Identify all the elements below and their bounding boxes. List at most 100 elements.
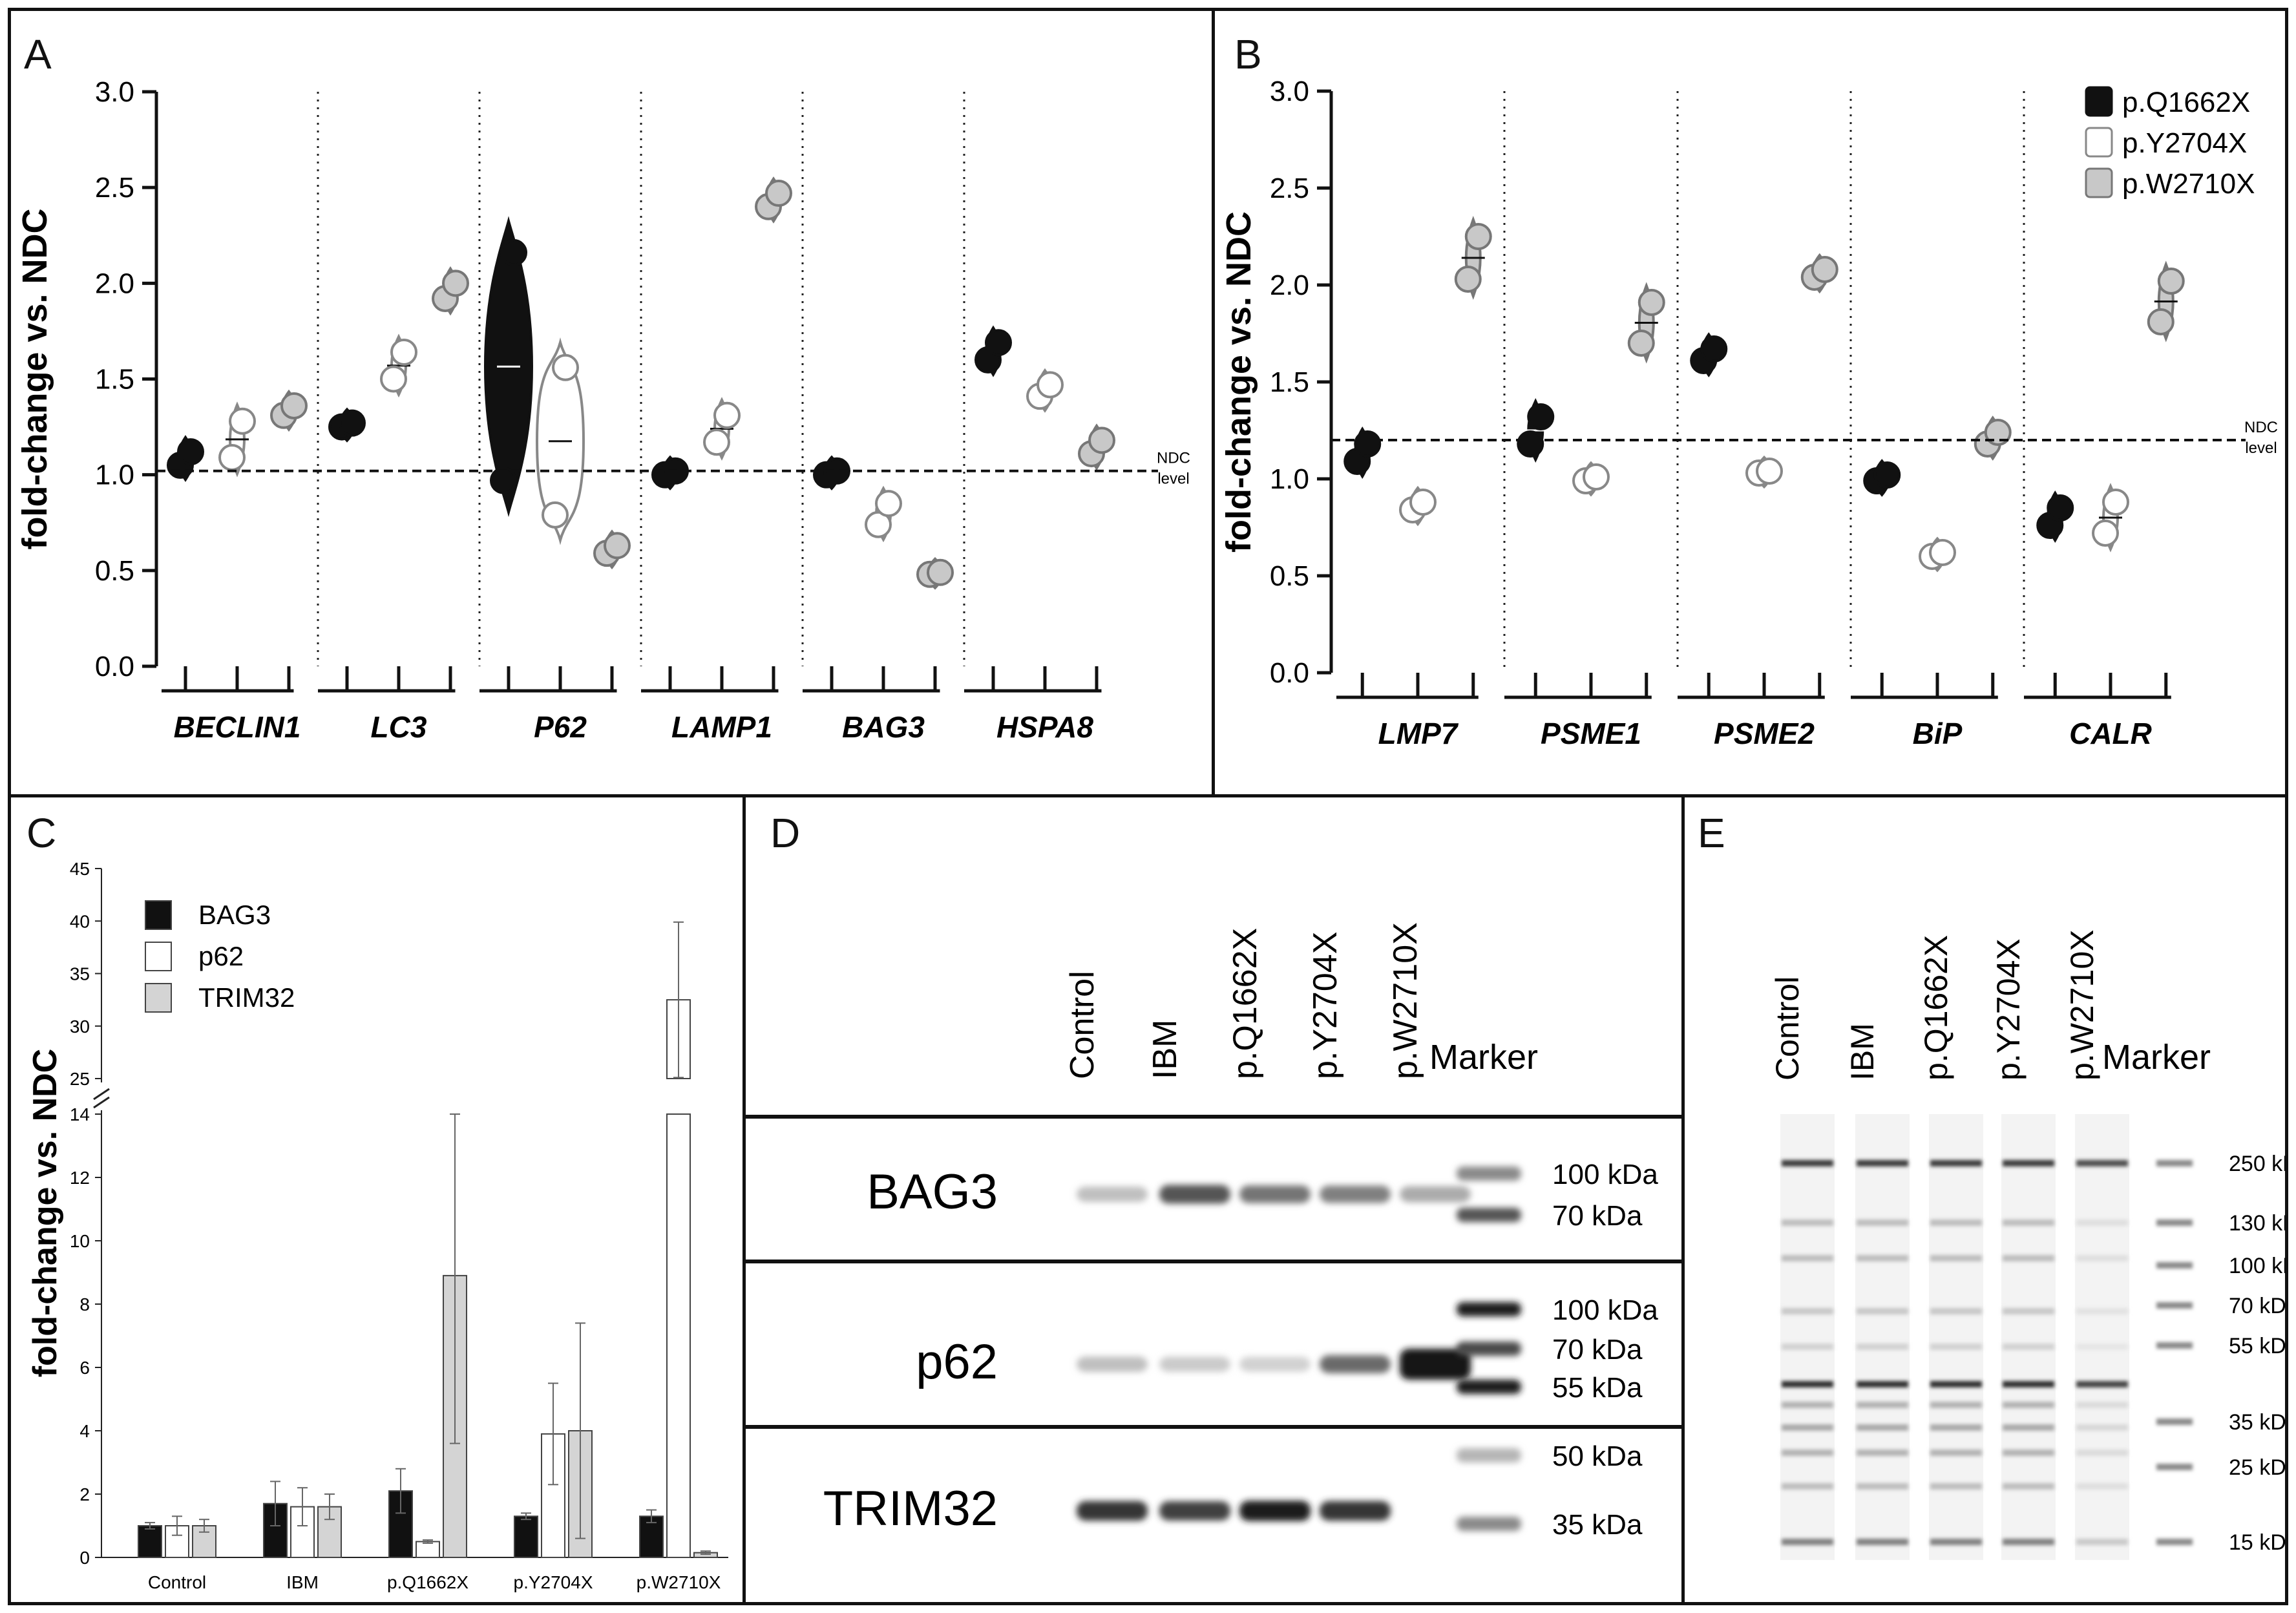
- data-point: [2157, 268, 2185, 295]
- data-point: [1527, 403, 1555, 430]
- marker-label-0-1: 70 kDa: [1552, 1200, 1643, 1232]
- gel-band: [1782, 1308, 1833, 1314]
- panel-b: B 0.0 0.5 1.0 1.5 2.0 2.5 3.0 fold-change vs. N…: [1212, 8, 2288, 800]
- lane-label-2: p.Q1662X: [1918, 935, 1954, 1081]
- lane-label-3: p.Y2704X: [1307, 932, 1344, 1079]
- legend-label-0: p.Q1662X: [2122, 87, 2250, 118]
- gel-marker-label-6: 25 kDa: [2229, 1455, 2285, 1480]
- data-point: [380, 365, 407, 393]
- band-BAG3-1: [1159, 1185, 1230, 1204]
- gel-band: [2003, 1450, 2054, 1456]
- lane-label-2: p.Q1662X: [1227, 928, 1264, 1079]
- panel-c: C 0 2 4 6 8 10 12 14 25 30 35 40 45 fold-change vs. N…: [8, 794, 748, 1605]
- y-tick-label: 2.5: [1270, 173, 1309, 204]
- category-label: Control: [148, 1572, 206, 1592]
- gel-marker-band: [2156, 1539, 2193, 1545]
- panel-d-letter: D: [770, 810, 801, 856]
- band-p62-2: [1239, 1356, 1311, 1372]
- gel-band: [1782, 1539, 1833, 1545]
- gel-band: [1857, 1424, 1908, 1431]
- gel-marker-band: [2156, 1219, 2193, 1226]
- band-p62-4: [1400, 1349, 1471, 1380]
- y-tick-label: 1.5: [95, 364, 134, 395]
- y-tick-label: 12: [70, 1168, 90, 1188]
- marker-label-1-1: 70 kDa: [1552, 1334, 1643, 1365]
- band-TRIM32-1: [1159, 1501, 1230, 1521]
- y-tick-label: 2.5: [95, 172, 134, 204]
- gel-marker-label-7: 15 kDa: [2229, 1530, 2285, 1555]
- gel-lane-bg: [1855, 1114, 1910, 1560]
- gel-band: [1782, 1424, 1833, 1431]
- gene-label: BAG3: [842, 710, 925, 744]
- y-tick-label: 2.0: [95, 268, 134, 299]
- marker-label-2-0: 50 kDa: [1552, 1440, 1643, 1472]
- blot-row-label-2: TRIM32: [823, 1481, 998, 1536]
- marker-band: [1457, 1208, 1521, 1222]
- gel-lane-bg: [2075, 1114, 2129, 1560]
- gel-lane-bg: [1929, 1114, 1983, 1560]
- gel-lane-bg: [1780, 1114, 1835, 1560]
- bar-Control-BAG3: [138, 1525, 162, 1558]
- gel-marker-label-0: 250 kDa: [2229, 1152, 2285, 1176]
- gene-label: P62: [534, 710, 587, 744]
- band-BAG3-2: [1239, 1185, 1311, 1203]
- gel-band: [1930, 1483, 1982, 1490]
- y-tick-label: 8: [79, 1294, 90, 1314]
- bar-p.Y2704X-BAG3: [514, 1515, 538, 1559]
- marker-label-2-1: 35 kDa: [1552, 1509, 1643, 1541]
- bar-Control-p62: [165, 1525, 189, 1558]
- gel-band: [1782, 1160, 1833, 1166]
- y-tick-label: 1.5: [1270, 366, 1309, 398]
- gel-band: [1930, 1450, 1982, 1456]
- data-point: [552, 353, 579, 381]
- y-tick-label: 40: [70, 911, 90, 931]
- gel-band: [1782, 1219, 1833, 1226]
- gel-band: [1857, 1219, 1908, 1226]
- marker-band: [1457, 1448, 1521, 1462]
- gel-marker-band: [2156, 1342, 2193, 1349]
- marker-label-1-0: 100 kDa: [1552, 1294, 1658, 1326]
- gel-marker-band: [2156, 1262, 2193, 1269]
- panel-d: D Control IBM p.Q1662X p.Y2704X p.W2710X Mark…: [743, 794, 1687, 1605]
- gel-band: [2076, 1539, 2128, 1545]
- ndc-label: NDC: [1157, 450, 1190, 467]
- gel-marker-band: [2156, 1160, 2193, 1166]
- gel-marker-band: [2156, 1418, 2193, 1425]
- legend-label-TRIM32: TRIM32: [198, 982, 295, 1013]
- data-point: [703, 428, 730, 456]
- gel-band: [2003, 1255, 2054, 1261]
- data-point: [229, 407, 256, 435]
- gel-band: [1782, 1402, 1833, 1408]
- blot-row-label-0: BAG3: [867, 1165, 998, 1219]
- data-point: [390, 339, 417, 366]
- gel-band: [1857, 1308, 1908, 1314]
- data-point: [1700, 335, 1728, 363]
- gel-band: [1930, 1219, 1982, 1226]
- data-point: [1517, 430, 1544, 458]
- gel-marker-label-5: 35 kDa: [2229, 1410, 2285, 1435]
- y-tick-label: 0: [79, 1548, 90, 1568]
- gel-lane-bg: [2001, 1114, 2056, 1560]
- data-point: [1929, 539, 1956, 566]
- y-tick-label: 30: [70, 1017, 90, 1037]
- legend-label-1: p.Y2704X: [2122, 127, 2247, 159]
- gel-band: [1930, 1308, 1982, 1314]
- chart-b: 0.0 0.5 1.0 1.5 2.0 2.5 3.0 fold-change vs. NDC…: [1219, 76, 2278, 750]
- gel-marker-label-3: 70 kDa: [2229, 1294, 2285, 1318]
- marker-label-0-0: 100 kDa: [1552, 1159, 1658, 1190]
- data-point: [1583, 463, 1610, 490]
- gel-band: [1782, 1483, 1833, 1490]
- gel-band: [1782, 1344, 1833, 1350]
- gel-band: [1857, 1160, 1908, 1166]
- gel-band: [2003, 1160, 2054, 1166]
- data-point: [1409, 489, 1437, 516]
- gel-band: [2003, 1308, 2054, 1314]
- data-point: [927, 558, 954, 586]
- gene-label: BECLIN1: [174, 710, 301, 744]
- gel-band: [2076, 1344, 2128, 1350]
- y-tick-label: 4: [79, 1421, 90, 1441]
- band-p62-0: [1077, 1356, 1148, 1372]
- lane-label-0: Control: [1769, 976, 1806, 1081]
- gene-label: LMP7: [1378, 717, 1459, 750]
- data-point: [1464, 223, 1492, 250]
